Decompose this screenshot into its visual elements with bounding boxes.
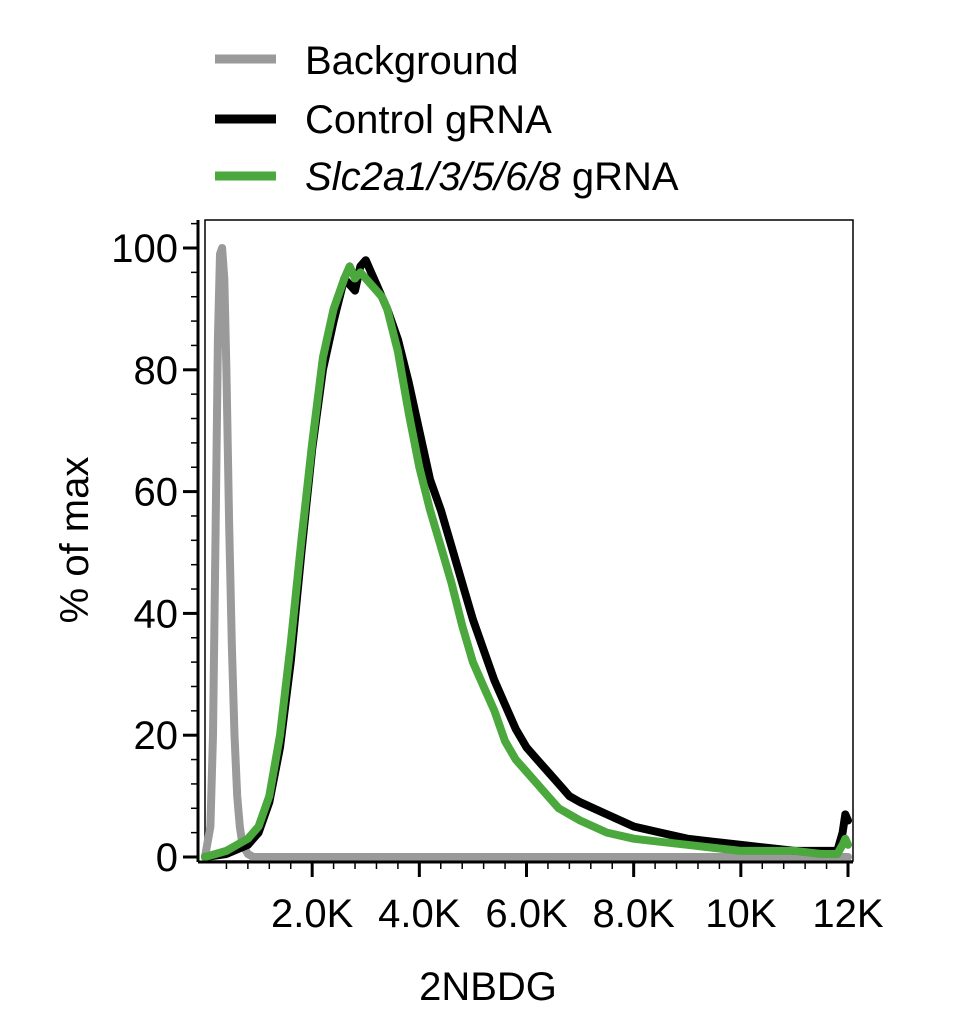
x-tick-label: 12K bbox=[812, 892, 883, 936]
x-tick-label: 8.0K bbox=[593, 892, 676, 936]
x-ticks: 2.0K 4.0K 6.0K 8.0K 10K 12K bbox=[225, 862, 884, 936]
legend-label-control: Control gRNA bbox=[305, 98, 552, 142]
y-tick-label: 0 bbox=[156, 836, 178, 880]
y-tick-label: 20 bbox=[134, 714, 179, 758]
x-tick-label: 4.0K bbox=[378, 892, 461, 936]
y-ticks: 0 20 40 60 80 100 bbox=[111, 222, 198, 880]
series-line-0 bbox=[201, 244, 852, 861]
legend-label-knockout: Slc2a1/3/5/6/8 gRNA bbox=[305, 155, 679, 199]
y-tick-label: 80 bbox=[134, 349, 179, 393]
legend-label-background: Background bbox=[305, 39, 518, 83]
y-tick-label: 60 bbox=[134, 471, 179, 515]
y-tick-label: 40 bbox=[134, 592, 179, 636]
x-tick-label: 2.0K bbox=[271, 892, 354, 936]
legend: Background Control gRNA Slc2a1/3/5/6/8 g… bbox=[215, 39, 679, 199]
x-axis-label: 2NBDG bbox=[419, 965, 557, 1009]
series-group bbox=[201, 244, 852, 861]
y-axis-label: % of max bbox=[53, 457, 97, 624]
x-tick-label: 10K bbox=[705, 892, 776, 936]
series-line-2 bbox=[201, 262, 852, 861]
x-tick-label: 6.0K bbox=[485, 892, 568, 936]
y-tick-label: 100 bbox=[111, 227, 178, 271]
